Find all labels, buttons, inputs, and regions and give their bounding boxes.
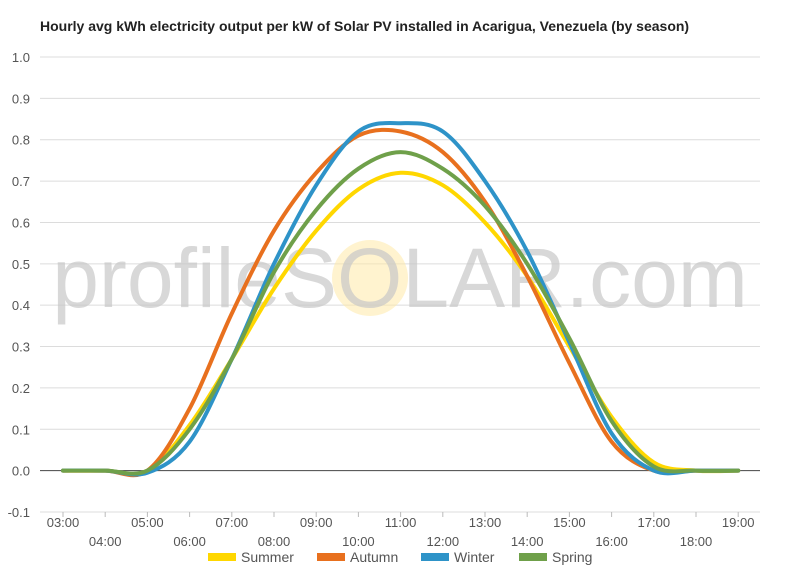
x-tick-label: 09:00 (300, 515, 333, 530)
x-tick-label: 15:00 (553, 515, 586, 530)
x-tick-label: 10:00 (342, 534, 375, 549)
x-tick-label: 16:00 (595, 534, 628, 549)
x-tick-label: 06:00 (173, 534, 206, 549)
x-tick-label: 17:00 (638, 515, 671, 530)
y-tick-label: 0.0 (12, 464, 30, 479)
x-tick-label: 03:00 (47, 515, 80, 530)
legend-swatch-summer (208, 553, 236, 561)
y-tick-label: 0.2 (12, 381, 30, 396)
x-tick-label: 12:00 (427, 534, 460, 549)
series-line-spring (61, 150, 741, 476)
watermark-text: profileSOLAR.com (52, 231, 748, 325)
x-tick-label: 14:00 (511, 534, 544, 549)
legend: Summer Autumn Winter Spring (208, 549, 592, 565)
series-line-winter (61, 121, 741, 477)
x-tick-label: 18:00 (680, 534, 713, 549)
y-tick-label: -0.1 (8, 505, 30, 520)
watermark-sun-icon (332, 240, 408, 316)
x-tick-label: 11:00 (385, 515, 417, 530)
legend-label-autumn: Autumn (350, 549, 398, 565)
y-tick-label: 0.5 (12, 257, 30, 272)
legend-label-summer: Summer (241, 549, 294, 565)
legend-swatch-spring (519, 553, 547, 561)
grid-layer (40, 56, 760, 513)
y-tick-label: 0.9 (12, 91, 30, 106)
series-line-autumn (61, 127, 741, 478)
y-axis-ticks: -0.1 0.0 0.1 0.2 0.3 0.4 0.5 0.6 0.7 0.8 0.9 1.0 (8, 50, 30, 520)
x-tick-label: 04:00 (89, 534, 122, 549)
legend-label-spring: Spring (552, 549, 592, 565)
x-axis-ticks: 03:00 04:00 05:00 06:00 07:00 08:00 09:00 10:00… (47, 512, 755, 549)
y-tick-label: 0.8 (12, 133, 30, 148)
legend-swatch-winter (421, 553, 449, 561)
y-tick-label: 0.6 (12, 215, 30, 230)
chart-title: Hourly avg kWh electricity output per kW… (40, 18, 690, 34)
y-tick-label: 0.4 (12, 298, 30, 313)
watermark: profileSOLAR.com (52, 231, 748, 325)
x-tick-label: 13:00 (469, 515, 502, 530)
series-line-summer (61, 170, 741, 476)
legend-label-winter: Winter (454, 549, 495, 565)
y-tick-label: 0.3 (12, 340, 30, 355)
y-tick-label: 1.0 (12, 50, 30, 65)
y-tick-label: 0.1 (12, 422, 30, 437)
x-tick-label: 19:00 (722, 515, 755, 530)
x-tick-label: 05:00 (131, 515, 164, 530)
x-tick-label: 07:00 (216, 515, 249, 530)
x-tick-label: 08:00 (258, 534, 291, 549)
series-layer (61, 121, 741, 478)
y-tick-label: 0.7 (12, 174, 30, 189)
legend-swatch-autumn (317, 553, 345, 561)
